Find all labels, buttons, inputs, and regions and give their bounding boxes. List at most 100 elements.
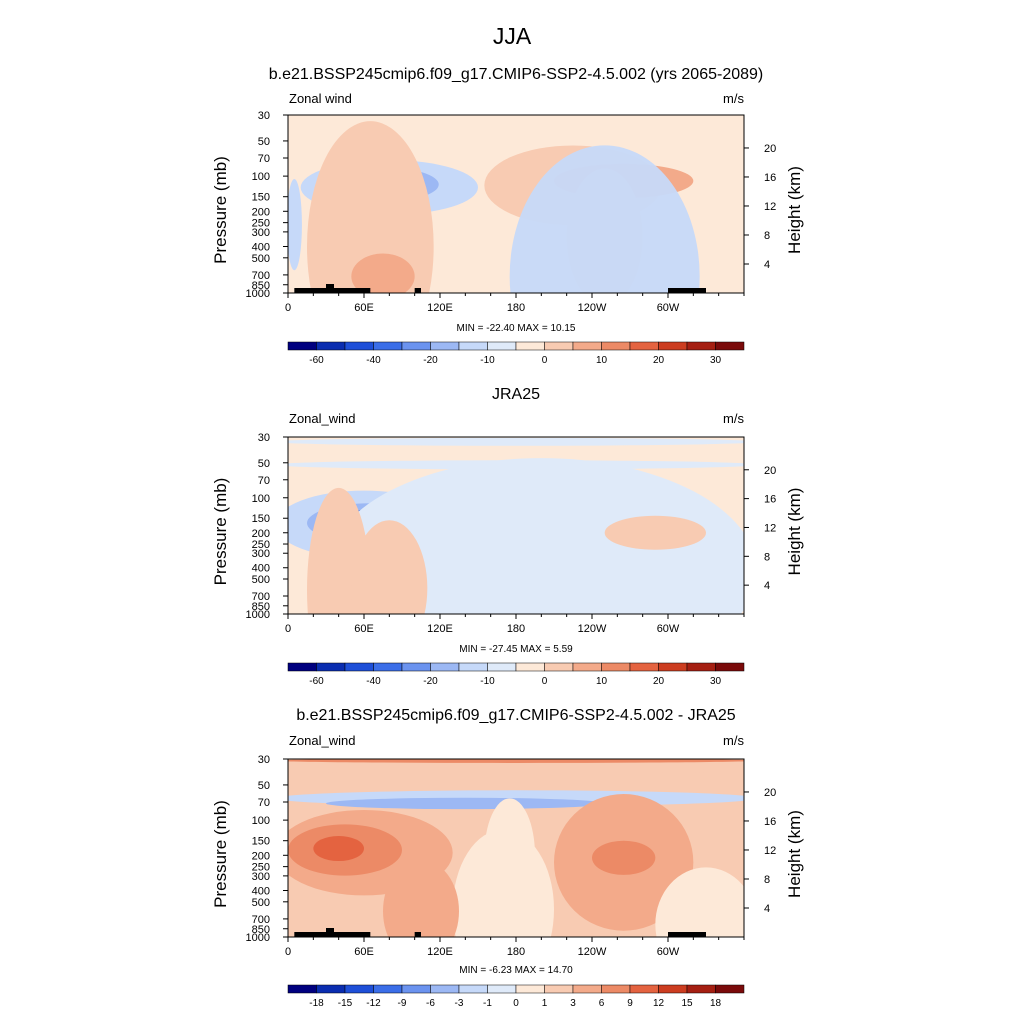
y-tick-label: 1000	[246, 609, 270, 621]
contour-region	[509, 145, 700, 293]
colorbar-swatch	[373, 984, 403, 994]
colorbar-label: -1	[483, 998, 492, 1009]
topography-mask	[294, 932, 339, 937]
contour-region	[452, 829, 554, 937]
y-tick-label: 700	[252, 270, 270, 282]
height-tick-label: 20	[764, 143, 776, 155]
colorbar: -18 -15 -12 -9 -6 -3 -1 0 1 3 6 9 12 15 18	[287, 984, 745, 1009]
colorbar-label: -40	[366, 676, 381, 687]
right-axis-label: Height (km)	[785, 488, 804, 576]
right-axis-label: Height (km)	[785, 810, 804, 898]
colorbar-swatch	[344, 984, 374, 994]
colorbar-swatch	[430, 341, 460, 351]
y-tick-label: 300	[252, 227, 270, 239]
panel-3: b.e21.BSSP245cmip6.f09_g17.CMIP6-SSP2-4.…	[211, 707, 804, 1009]
colorbar-label: 0	[542, 355, 548, 366]
y-tick-label: 850	[252, 601, 270, 613]
colorbar-label: -18	[309, 998, 324, 1009]
colorbar-swatch	[658, 984, 688, 994]
colorbar-label: -9	[398, 998, 407, 1009]
y-tick-label: 400	[252, 241, 270, 253]
units-label: m/s	[723, 91, 744, 106]
x-tick-label: 60W	[657, 946, 680, 958]
y-tick-label: 200	[252, 850, 270, 862]
colorbar-swatch	[430, 662, 460, 672]
contour-region	[288, 437, 744, 446]
colorbar-swatch	[715, 341, 745, 351]
colorbar-swatch	[658, 662, 688, 672]
panel-title: b.e21.BSSP245cmip6.f09_g17.CMIP6-SSP2-4.…	[269, 66, 764, 83]
colorbar-swatch	[344, 341, 374, 351]
colorbar-label: 10	[596, 676, 608, 687]
y-tick-label: 150	[252, 836, 270, 848]
colorbar-label: -15	[338, 998, 353, 1009]
y-tick-label: 100	[252, 171, 270, 183]
x-tick-label: 120W	[578, 302, 607, 314]
colorbar-swatch	[544, 984, 574, 994]
x-tick-label: 120E	[427, 302, 453, 314]
colorbar-label: -3	[455, 998, 464, 1009]
colorbar-swatch	[601, 984, 631, 994]
y-tick-label: 70	[258, 797, 270, 809]
y-tick-label: 400	[252, 885, 270, 897]
units-label: m/s	[723, 733, 744, 748]
y-tick-label: 300	[252, 871, 270, 883]
x-tick-label: 60W	[657, 302, 680, 314]
units-label: m/s	[723, 411, 744, 426]
colorbar-label: 0	[542, 676, 548, 687]
y-tick-label: 500	[252, 897, 270, 909]
colorbar-label: 20	[653, 355, 665, 366]
x-tick-label: 60E	[354, 302, 374, 314]
field-label: Zonal_wind	[289, 733, 356, 748]
colorbar-swatch	[401, 341, 431, 351]
y-tick-label: 850	[252, 280, 270, 292]
contour-field	[288, 437, 744, 614]
topography-mask	[319, 932, 361, 937]
topography-mask	[326, 284, 334, 288]
colorbar-swatch	[373, 662, 403, 672]
colorbar-label: 6	[599, 998, 605, 1009]
x-tick-label: 120W	[578, 623, 607, 635]
height-tick-label: 12	[764, 522, 776, 534]
y-tick-label: 30	[258, 432, 270, 444]
height-tick-label: 12	[764, 201, 776, 213]
y-tick-label: 700	[252, 914, 270, 926]
contour-region	[351, 520, 428, 614]
colorbar-swatch	[373, 341, 403, 351]
y-tick-label: 700	[252, 591, 270, 603]
colorbar-swatch	[344, 662, 374, 672]
contour-region	[604, 515, 706, 550]
colorbar-label: -12	[366, 998, 381, 1009]
y-tick-label: 250	[252, 539, 270, 551]
x-tick-label: 0	[285, 623, 291, 635]
colorbar-swatch	[487, 341, 517, 351]
colorbar: -60 -40 -20 -10 0 10 20 30	[287, 662, 745, 687]
colorbar-label: -10	[480, 355, 495, 366]
colorbar: -60 -40 -20 -10 0 10 20 30	[287, 341, 745, 366]
topography-mask	[345, 288, 371, 293]
height-tick-label: 4	[764, 903, 770, 915]
height-tick-label: 20	[764, 787, 776, 799]
colorbar-swatch	[629, 662, 659, 672]
y-tick-label: 200	[252, 206, 270, 218]
y-tick-label: 30	[258, 754, 270, 766]
colorbar-label: -60	[309, 355, 324, 366]
contour-region	[313, 835, 364, 862]
y-tick-label: 30	[258, 110, 270, 122]
height-tick-label: 16	[764, 494, 776, 506]
right-axis-label: Height (km)	[785, 166, 804, 254]
y-tick-label: 150	[252, 513, 270, 525]
y-tick-label: 200	[252, 528, 270, 540]
colorbar-swatch	[629, 341, 659, 351]
x-tick-label: 180	[507, 946, 525, 958]
colorbar-label: -60	[309, 676, 324, 687]
contour-region	[326, 458, 744, 614]
colorbar-swatch	[544, 662, 574, 672]
contour-region	[655, 867, 744, 937]
colorbar-swatch	[572, 662, 602, 672]
colorbar-swatch	[430, 984, 460, 994]
contour-region	[288, 768, 744, 774]
topography-mask	[414, 932, 421, 937]
x-tick-label: 60E	[354, 946, 374, 958]
colorbar-label: 12	[653, 998, 665, 1009]
